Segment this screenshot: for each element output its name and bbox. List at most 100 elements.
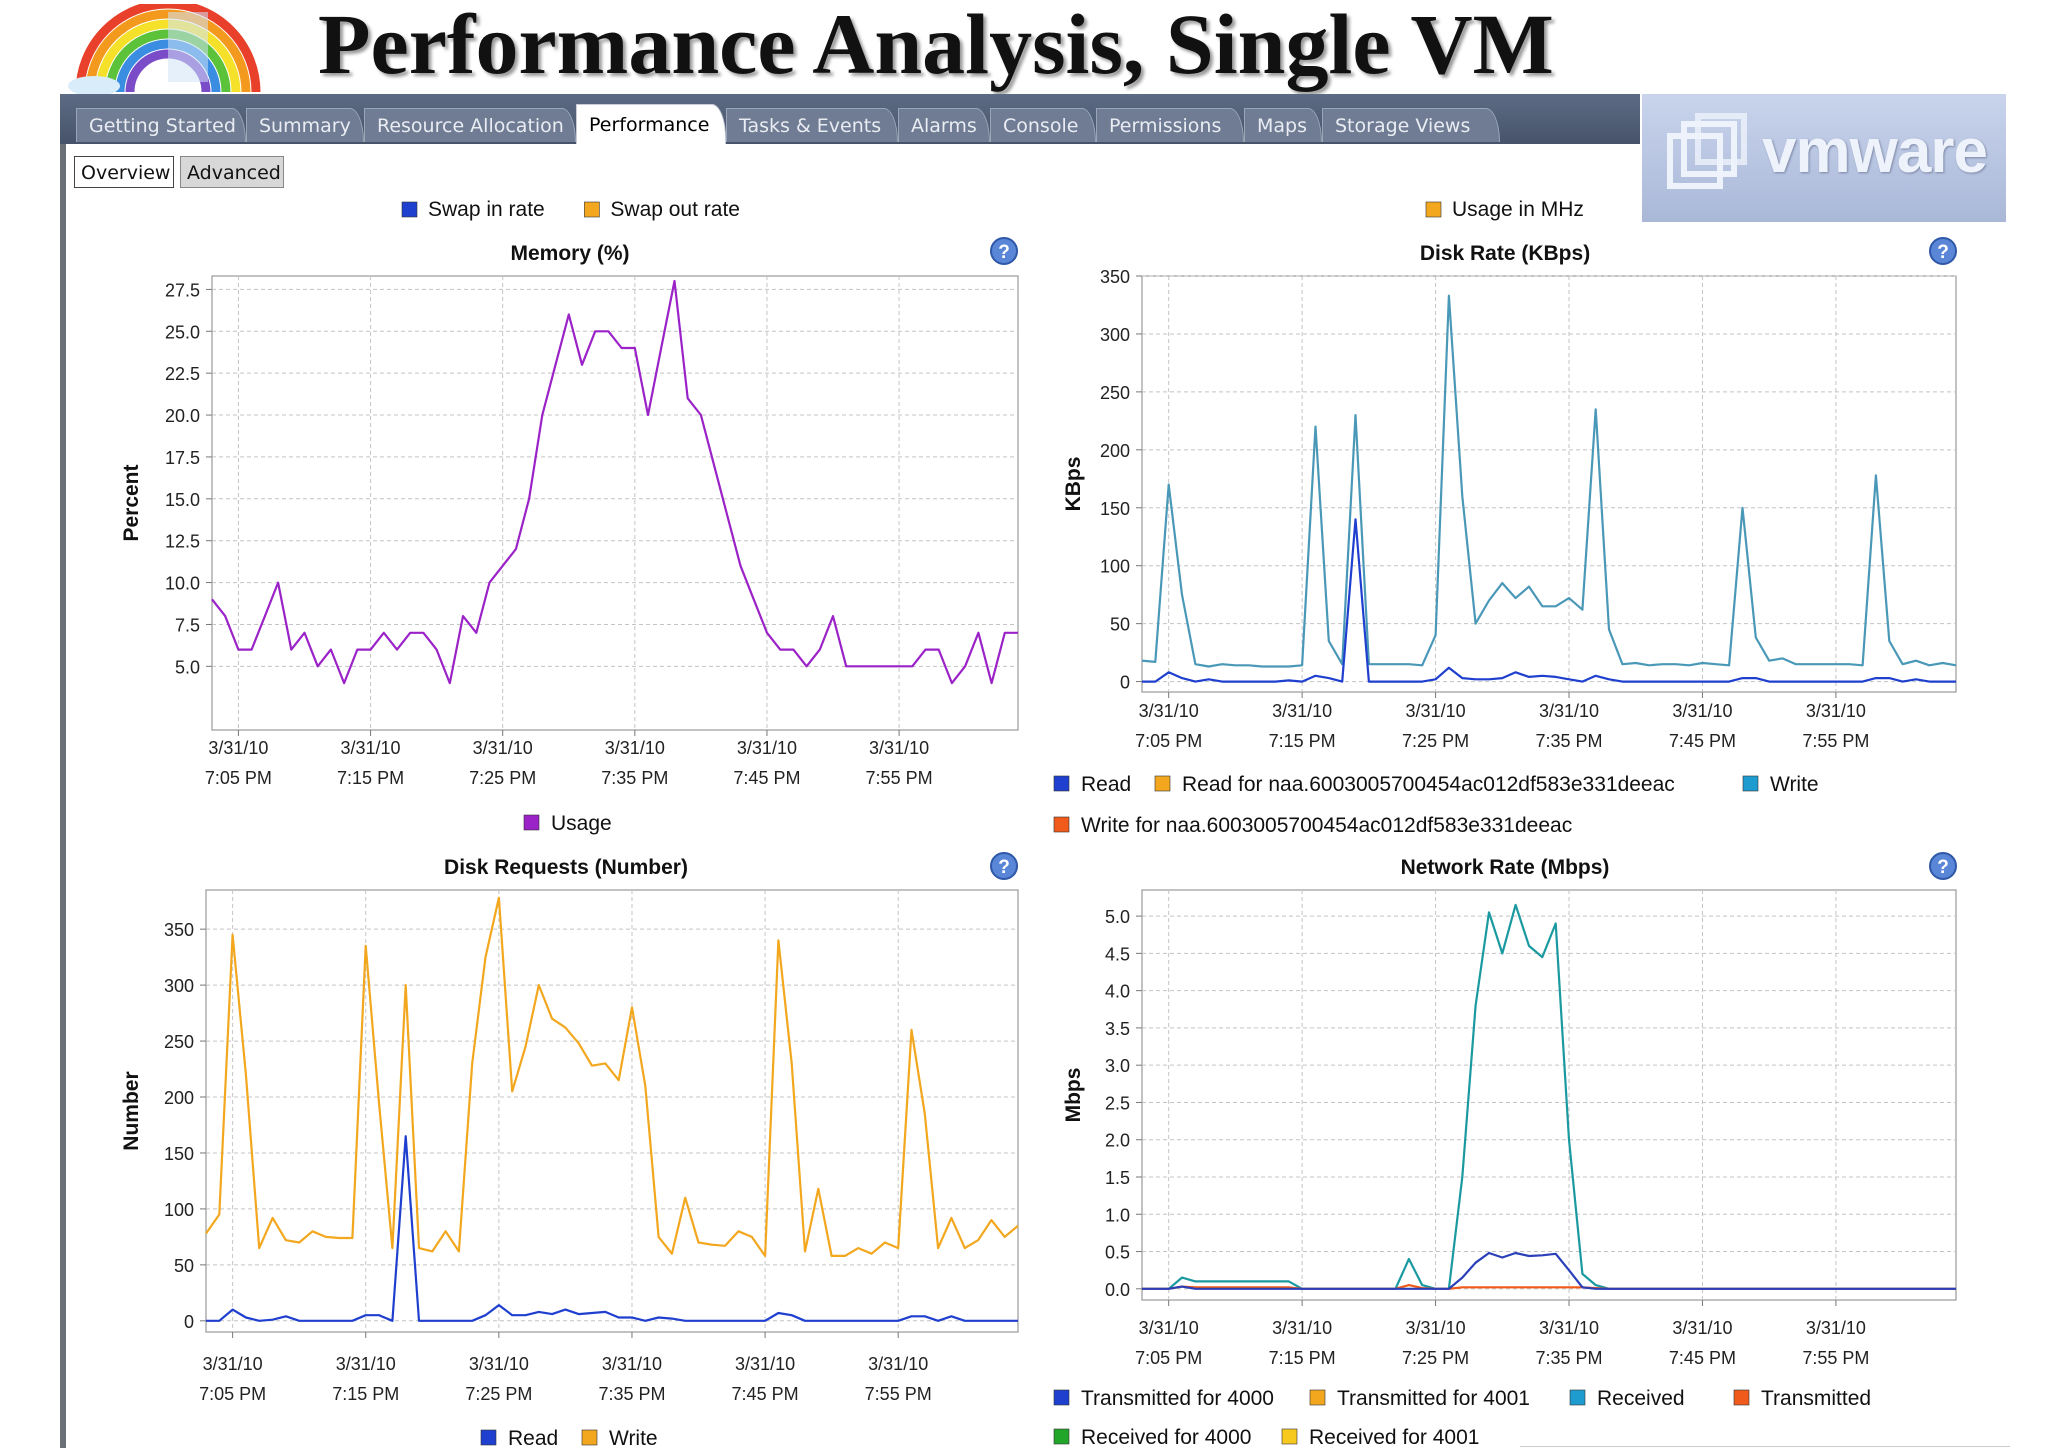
tab-storage-views[interactable]: Storage Views xyxy=(1322,108,1500,142)
legend-swatch xyxy=(581,1429,598,1446)
x-tick-time: 7:35 PM xyxy=(1535,731,1602,751)
chart-title: Disk Rate (KBps) xyxy=(1420,242,1590,265)
x-tick-time: 7:55 PM xyxy=(1802,1348,1869,1368)
tab-getting-started[interactable]: Getting Started xyxy=(76,108,246,142)
x-tick-date: 3/31/10 xyxy=(1272,1318,1332,1338)
y-tick-label: 12.5 xyxy=(165,532,200,552)
x-tick-time: 7:35 PM xyxy=(598,1384,665,1404)
x-tick-date: 3/31/10 xyxy=(1272,701,1332,721)
y-tick-label: 10.0 xyxy=(165,574,200,594)
legend-label: Read for naa.6003005700454ac012df583e331… xyxy=(1182,773,1675,796)
x-tick-time: 7:25 PM xyxy=(1402,1348,1469,1368)
x-tick-date: 3/31/10 xyxy=(1539,1318,1599,1338)
x-tick-time: 7:45 PM xyxy=(733,768,800,788)
y-tick-label: 1.5 xyxy=(1105,1168,1130,1188)
y-tick-label: 50 xyxy=(1110,615,1130,635)
legend-label: Write for naa.6003005700454ac012df583e33… xyxy=(1081,814,1572,837)
x-tick-date: 3/31/10 xyxy=(473,738,533,758)
x-tick-date: 3/31/10 xyxy=(1806,1318,1866,1338)
subtab-advanced[interactable]: Advanced xyxy=(180,156,284,188)
help-icon[interactable]: ? xyxy=(990,237,1018,265)
y-tick-label: 25.0 xyxy=(165,322,200,342)
legend-label: Received for 4000 xyxy=(1081,1426,1251,1448)
legend-label: Write xyxy=(609,1427,658,1448)
legend-swatch xyxy=(1569,1389,1586,1406)
x-tick-time: 7:15 PM xyxy=(1269,1348,1336,1368)
help-icon-glyph: ? xyxy=(998,242,1010,263)
series-line-read xyxy=(1142,518,1956,683)
tab-permissions[interactable]: Permissions xyxy=(1096,108,1244,142)
x-tick-date: 3/31/10 xyxy=(1539,701,1599,721)
tab-resource-allocation[interactable]: Resource Allocation xyxy=(364,108,576,142)
y-tick-label: 150 xyxy=(1100,499,1130,519)
legend-swatch xyxy=(1053,775,1070,792)
y-tick-label: 2.0 xyxy=(1105,1131,1130,1151)
x-tick-time: 7:25 PM xyxy=(465,1384,532,1404)
legend-label: Usage xyxy=(551,812,612,835)
subtab-overview[interactable]: Overview xyxy=(74,156,174,188)
x-tick-time: 7:45 PM xyxy=(732,1384,799,1404)
x-tick-date: 3/31/10 xyxy=(868,1354,928,1374)
chart-disk-requests: Disk Requests (Number) ? 0 50 100 150 200 250 30… xyxy=(120,852,1019,1448)
help-icon[interactable]: ? xyxy=(990,852,1018,880)
tab-bar: Getting Started Summary Resource Allocat… xyxy=(60,94,1640,144)
chart-title: Memory (%) xyxy=(510,242,629,265)
window-left-border xyxy=(60,94,66,1448)
x-tick-time: 7:45 PM xyxy=(1669,1348,1736,1368)
y-tick-label: 27.5 xyxy=(165,280,200,300)
chart-memory: Memory (%) ? 5.0 7.5 10.0 12.5 15.0 17.5 20.0 22.… xyxy=(120,237,1019,835)
help-icon-circle[interactable] xyxy=(990,852,1018,880)
x-tick-date: 3/31/10 xyxy=(869,738,929,758)
x-tick-date: 3/31/10 xyxy=(336,1354,396,1374)
y-tick-label: 200 xyxy=(164,1088,194,1108)
x-tick-date: 3/31/10 xyxy=(203,1354,263,1374)
x-tick-time: 7:35 PM xyxy=(601,768,668,788)
y-tick-label: 0 xyxy=(184,1312,194,1332)
x-tick-date: 3/31/10 xyxy=(1672,701,1732,721)
x-tick-time: 7:55 PM xyxy=(865,1384,932,1404)
y-tick-label: 2.5 xyxy=(1105,1093,1130,1113)
help-icon-circle[interactable] xyxy=(990,237,1018,265)
x-tick-date: 3/31/10 xyxy=(1139,701,1199,721)
help-icon[interactable]: ? xyxy=(1929,237,1957,265)
legend-swatch xyxy=(401,201,418,218)
x-tick-time: 7:05 PM xyxy=(1135,1348,1202,1368)
y-tick-label: 350 xyxy=(164,920,194,940)
plot-area xyxy=(211,275,1019,731)
tab-console[interactable]: Console xyxy=(990,108,1096,142)
x-tick-date: 3/31/10 xyxy=(1406,1318,1466,1338)
y-tick-label: 150 xyxy=(164,1144,194,1164)
vmware-logo-text: vmware xyxy=(1762,117,1988,186)
legend-item-0: Usage in MHz xyxy=(1452,198,1584,221)
y-axis-label: Number xyxy=(120,1071,143,1150)
help-icon-glyph: ? xyxy=(1937,857,1949,878)
legend-swatch xyxy=(1425,201,1442,218)
y-tick-label: 17.5 xyxy=(165,448,200,468)
legend-swatch xyxy=(1053,1428,1070,1445)
y-tick-label: 22.5 xyxy=(165,364,200,384)
help-icon-circle[interactable] xyxy=(1929,237,1957,265)
legend-swatch xyxy=(1733,1389,1750,1406)
x-tick-time: 7:55 PM xyxy=(866,768,933,788)
legend-label: Transmitted for 4001 xyxy=(1337,1387,1530,1410)
x-tick-time: 7:25 PM xyxy=(469,768,536,788)
help-icon-circle[interactable] xyxy=(1929,852,1957,880)
tab-alarms[interactable]: Alarms xyxy=(898,108,990,142)
x-tick-time: 7:45 PM xyxy=(1669,731,1736,751)
y-tick-label: 1.0 xyxy=(1105,1205,1130,1225)
tab-tasks-events[interactable]: Tasks & Events xyxy=(726,108,898,142)
tab-summary[interactable]: Summary xyxy=(246,108,364,142)
legend-item-1: Swap out rate xyxy=(610,198,740,221)
help-icon-glyph: ? xyxy=(998,857,1010,878)
x-tick-date: 3/31/10 xyxy=(1672,1318,1732,1338)
tab-maps[interactable]: Maps xyxy=(1244,108,1322,142)
series-line-read xyxy=(206,1135,1018,1322)
tab-performance[interactable]: Performance xyxy=(576,104,726,144)
x-tick-date: 3/31/10 xyxy=(469,1354,529,1374)
help-icon[interactable]: ? xyxy=(1929,852,1957,880)
legend-swatch xyxy=(1053,1389,1070,1406)
y-tick-label: 250 xyxy=(1100,383,1130,403)
vmware-squares-icon xyxy=(1667,113,1747,189)
y-tick-label: 4.0 xyxy=(1105,982,1130,1002)
legend-label: Received xyxy=(1597,1387,1685,1410)
